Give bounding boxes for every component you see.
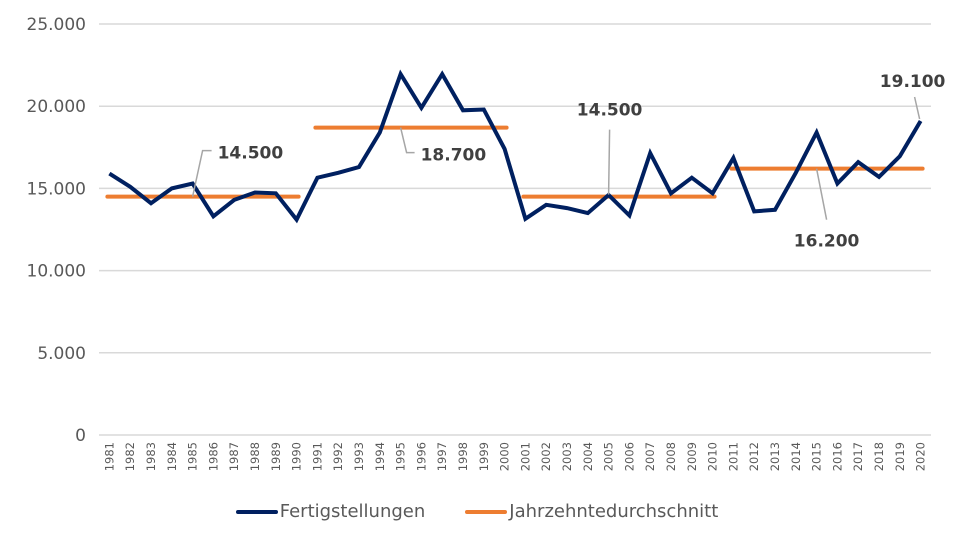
x-tick-label: 1998 xyxy=(456,442,470,471)
annotation-label: 18.700 xyxy=(421,146,487,166)
x-tick-label: 2015 xyxy=(810,442,824,471)
x-tick-label: 1990 xyxy=(290,442,304,471)
x-tick-label: 2014 xyxy=(789,442,803,471)
x-tick-label: 2007 xyxy=(643,442,657,471)
annotation-label: 14.500 xyxy=(218,144,284,164)
x-tick-label: 1986 xyxy=(206,442,220,471)
x-tick-label: 2005 xyxy=(602,442,616,471)
annotation-leader-line xyxy=(191,149,212,197)
x-tick-label: 2012 xyxy=(747,442,761,471)
x-tick-label: 1999 xyxy=(477,442,491,471)
x-tick-label: 1995 xyxy=(394,442,408,471)
legend-item-jahrzehntedurchschnitt[interactable]: Jahrzehntedurchschnitt xyxy=(465,501,718,522)
x-tick-label: 2010 xyxy=(706,442,720,471)
y-tick-label: 5.000 xyxy=(37,344,86,364)
y-axis-ticks: 0 5.000 10.000 15.000 20.000 25.000 xyxy=(27,15,86,446)
legend-swatch-jahrzehntedurchschnitt xyxy=(465,509,508,514)
x-tick-label: 1983 xyxy=(144,442,158,471)
x-tick-label: 2009 xyxy=(685,442,699,471)
legend-label-fertigstellungen: Fertigstellungen xyxy=(279,501,426,522)
x-tick-label: 1997 xyxy=(435,442,449,471)
annotation-label: 14.500 xyxy=(577,101,643,121)
x-tick-label: 1984 xyxy=(165,442,179,471)
annotations: 14.500 18.700 14.500 16.200 19.100 xyxy=(191,72,946,252)
x-tick-label: 2020 xyxy=(914,442,928,471)
annotation-leader-line xyxy=(607,129,611,195)
x-tick-label: 1996 xyxy=(414,442,428,471)
annotation-label: 19.100 xyxy=(880,72,946,92)
x-tick-label: 2018 xyxy=(872,442,886,471)
x-axis-ticks: 1981 1982 1983 1984 1985 1986 1987 1988 1989 1990… xyxy=(102,442,927,471)
y-tick-label: 10.000 xyxy=(27,262,86,282)
x-tick-label: 2003 xyxy=(560,442,574,471)
x-tick-label: 1989 xyxy=(269,442,283,471)
x-tick-label: 1987 xyxy=(227,442,241,471)
legend-label-jahrzehntedurchschnitt: Jahrzehntedurchschnitt xyxy=(509,501,719,522)
annotation-leader-line xyxy=(913,96,921,120)
annotation-leader-line xyxy=(815,168,828,220)
x-tick-label: 2000 xyxy=(498,442,512,471)
y-tick-label: 15.000 xyxy=(27,179,86,199)
x-tick-label: 2019 xyxy=(893,442,907,471)
x-tick-label: 1982 xyxy=(123,442,137,471)
legend: Fertigstellungen Jahrzehntedurchschnitt xyxy=(0,501,954,522)
y-tick-label: 25.000 xyxy=(27,15,86,35)
x-tick-label: 2006 xyxy=(622,442,636,471)
x-tick-label: 2002 xyxy=(539,442,553,471)
legend-swatch-fertigstellungen xyxy=(235,509,278,514)
annotation-leader-line xyxy=(399,127,415,154)
x-tick-label: 1991 xyxy=(310,442,324,471)
x-tick-label: 1993 xyxy=(352,442,366,471)
y-tick-label: 0 xyxy=(75,426,86,446)
x-tick-label: 1992 xyxy=(331,442,345,471)
x-tick-label: 2004 xyxy=(581,442,595,471)
x-tick-label: 1994 xyxy=(373,442,387,471)
completions-line xyxy=(108,69,923,224)
x-tick-label: 2008 xyxy=(664,442,678,471)
x-tick-label: 2016 xyxy=(830,442,844,471)
completions-series xyxy=(108,69,923,224)
x-tick-label: 1988 xyxy=(248,442,262,471)
x-tick-label: 1981 xyxy=(102,442,116,471)
annotation-label: 16.200 xyxy=(794,232,860,252)
x-tick-label: 2011 xyxy=(726,442,740,471)
legend-item-fertigstellungen[interactable]: Fertigstellungen xyxy=(235,501,426,522)
x-tick-label: 2013 xyxy=(768,442,782,471)
x-tick-label: 2001 xyxy=(518,442,532,471)
y-tick-label: 20.000 xyxy=(27,97,86,117)
x-tick-label: 1985 xyxy=(186,442,200,471)
x-tick-label: 2017 xyxy=(851,442,865,471)
gridlines xyxy=(99,23,931,436)
